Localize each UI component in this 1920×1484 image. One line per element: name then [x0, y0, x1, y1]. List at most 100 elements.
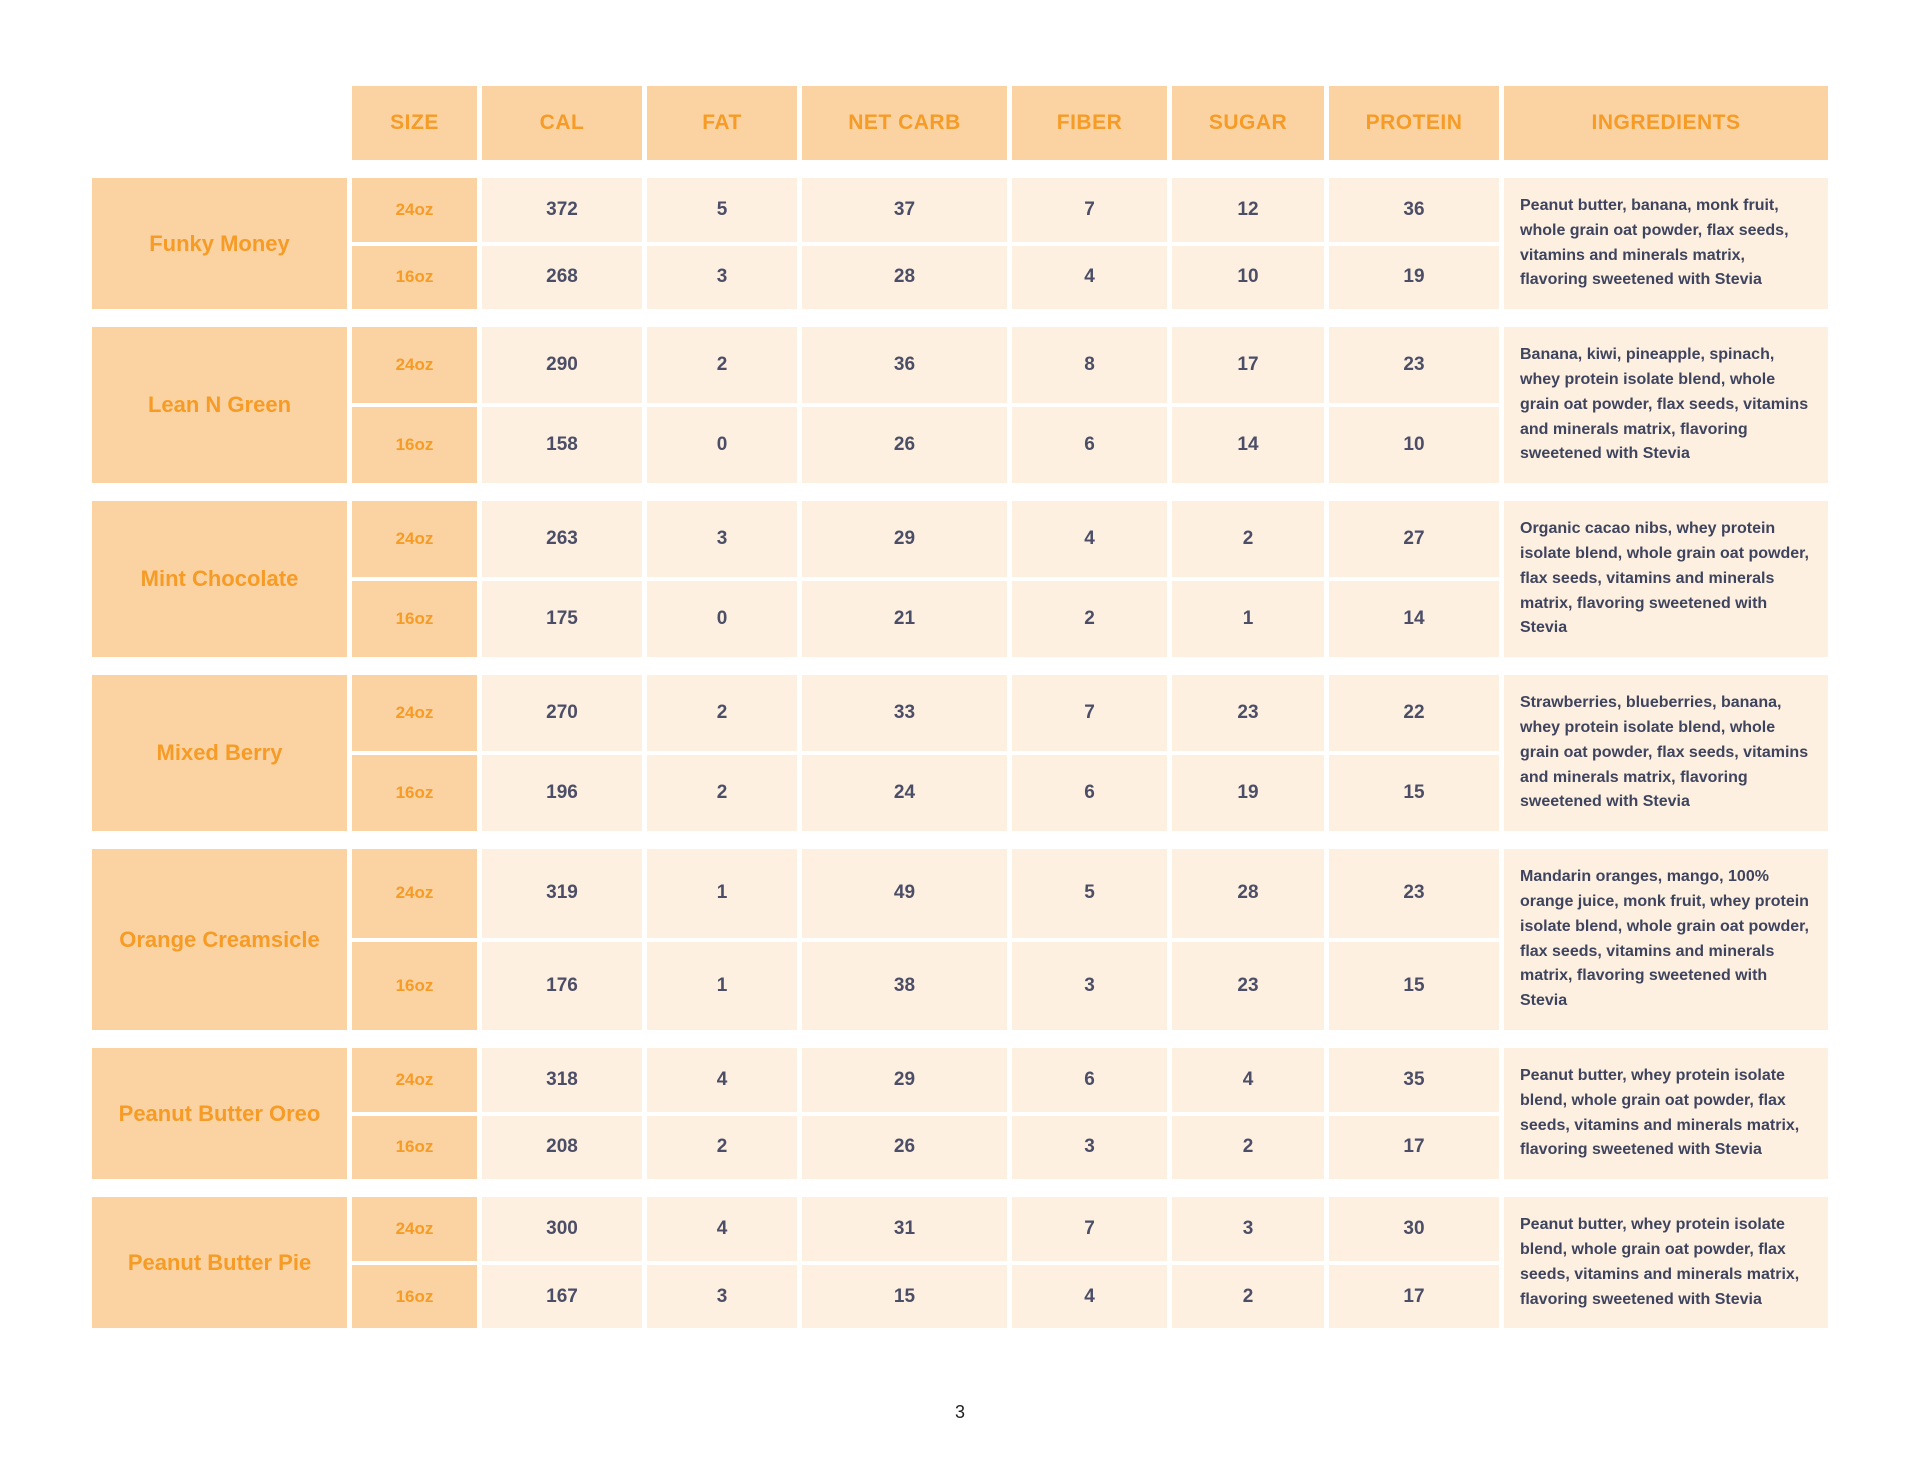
- product-row-peanut-butter-oreo: Peanut Butter Oreo 24oz 318 4 29 6 4 35 …: [92, 1047, 1828, 1180]
- net-carb-value: 15: [802, 1264, 1007, 1329]
- cal-value: 158: [482, 407, 642, 484]
- net-carb-value: 37: [802, 178, 1007, 242]
- fat-value: 3: [647, 501, 797, 578]
- cal-value: 167: [482, 1264, 642, 1329]
- nutrition-table: SIZE CAL FAT NET CARB FIBER SUGAR PROTEI…: [92, 86, 1828, 1346]
- column-header-sugar: SUGAR: [1172, 86, 1324, 160]
- product-name: Funky Money: [92, 178, 347, 310]
- net-carb-value: 33: [802, 675, 1007, 752]
- product-name: Mixed Berry: [92, 675, 347, 832]
- net-carb-value: 36: [802, 327, 1007, 404]
- page-number: 3: [954, 1402, 965, 1422]
- fiber-value: 3: [1012, 941, 1167, 1030]
- fat-value: 4: [647, 1047, 797, 1112]
- fat-value: 2: [647, 755, 797, 832]
- protein-value: 27: [1329, 501, 1499, 578]
- protein-value: 19: [1329, 245, 1499, 310]
- fiber-value: 7: [1012, 675, 1167, 752]
- cal-value: 208: [482, 1115, 642, 1180]
- ingredients-text: Mandarin oranges, mango, 100% orange jui…: [1504, 849, 1828, 1030]
- size-label: 24oz: [352, 1047, 477, 1112]
- fat-value: 1: [647, 849, 797, 938]
- fiber-value: 4: [1012, 245, 1167, 310]
- net-carb-value: 38: [802, 941, 1007, 1030]
- size-label: 16oz: [352, 941, 477, 1030]
- sugar-value: 2: [1172, 501, 1324, 578]
- protein-value: 35: [1329, 1047, 1499, 1112]
- column-header-size: SIZE: [352, 86, 477, 160]
- net-carb-value: 31: [802, 1197, 1007, 1261]
- sugar-value: 19: [1172, 755, 1324, 832]
- protein-value: 23: [1329, 327, 1499, 404]
- column-header-cal: CAL: [482, 86, 642, 160]
- fat-value: 3: [647, 245, 797, 310]
- fiber-value: 3: [1012, 1115, 1167, 1180]
- fat-value: 3: [647, 1264, 797, 1329]
- product-name: Lean N Green: [92, 327, 347, 484]
- product-row-peanut-butter-pie: Peanut Butter Pie 24oz 300 4 31 7 3 30 1…: [92, 1197, 1828, 1329]
- cal-value: 372: [482, 178, 642, 242]
- size-label: 16oz: [352, 581, 477, 658]
- sugar-value: 23: [1172, 941, 1324, 1030]
- ingredients-text: Peanut butter, whey protein isolate blen…: [1504, 1047, 1828, 1180]
- fat-value: 0: [647, 407, 797, 484]
- size-label: 16oz: [352, 1115, 477, 1180]
- column-header-fat: FAT: [647, 86, 797, 160]
- product-row-lean-n-green: Lean N Green 24oz 290 2 36 8 17 23 16oz …: [92, 327, 1828, 484]
- net-carb-value: 21: [802, 581, 1007, 658]
- protein-value: 17: [1329, 1115, 1499, 1180]
- column-header-fiber: FIBER: [1012, 86, 1167, 160]
- table-header-row: SIZE CAL FAT NET CARB FIBER SUGAR PROTEI…: [92, 86, 1828, 160]
- sugar-value: 14: [1172, 407, 1324, 484]
- sugar-value: 3: [1172, 1197, 1324, 1261]
- sugar-value: 1: [1172, 581, 1324, 658]
- product-name: Peanut Butter Oreo: [92, 1047, 347, 1180]
- cal-value: 263: [482, 501, 642, 578]
- fat-value: 2: [647, 327, 797, 404]
- size-label: 24oz: [352, 849, 477, 938]
- cal-value: 268: [482, 245, 642, 310]
- protein-value: 23: [1329, 849, 1499, 938]
- fiber-value: 4: [1012, 1264, 1167, 1329]
- size-label: 16oz: [352, 407, 477, 484]
- column-header-protein: PROTEIN: [1329, 86, 1499, 160]
- product-row-funky-money: Funky Money 24oz 372 5 37 7 12 36 16oz 2…: [92, 178, 1828, 310]
- protein-value: 10: [1329, 407, 1499, 484]
- size-label: 24oz: [352, 1197, 477, 1261]
- fiber-value: 6: [1012, 755, 1167, 832]
- ingredients-text: Organic cacao nibs, whey protein isolate…: [1504, 501, 1828, 658]
- fat-value: 2: [647, 1115, 797, 1180]
- cal-value: 176: [482, 941, 642, 1030]
- fat-value: 1: [647, 941, 797, 1030]
- sugar-value: 2: [1172, 1264, 1324, 1329]
- cal-value: 300: [482, 1197, 642, 1261]
- size-label: 16oz: [352, 755, 477, 832]
- product-row-orange-creamsicle: Orange Creamsicle 24oz 319 1 49 5 28 23 …: [92, 849, 1828, 1030]
- column-header-ingredients: INGREDIENTS: [1504, 86, 1828, 160]
- fiber-value: 8: [1012, 327, 1167, 404]
- product-name: Orange Creamsicle: [92, 849, 347, 1030]
- ingredients-text: Peanut butter, whey protein isolate blen…: [1504, 1197, 1828, 1329]
- fat-value: 0: [647, 581, 797, 658]
- protein-value: 36: [1329, 178, 1499, 242]
- fiber-value: 6: [1012, 1047, 1167, 1112]
- fiber-value: 7: [1012, 1197, 1167, 1261]
- protein-value: 22: [1329, 675, 1499, 752]
- sugar-value: 17: [1172, 327, 1324, 404]
- fat-value: 5: [647, 178, 797, 242]
- size-label: 24oz: [352, 327, 477, 404]
- sugar-value: 28: [1172, 849, 1324, 938]
- protein-value: 30: [1329, 1197, 1499, 1261]
- net-carb-value: 29: [802, 1047, 1007, 1112]
- sugar-value: 4: [1172, 1047, 1324, 1112]
- cal-value: 290: [482, 327, 642, 404]
- product-name: Peanut Butter Pie: [92, 1197, 347, 1329]
- column-header-net-carb: NET CARB: [802, 86, 1007, 160]
- fiber-value: 5: [1012, 849, 1167, 938]
- fiber-value: 6: [1012, 407, 1167, 484]
- cal-value: 175: [482, 581, 642, 658]
- fiber-value: 4: [1012, 501, 1167, 578]
- cal-value: 319: [482, 849, 642, 938]
- cal-value: 196: [482, 755, 642, 832]
- net-carb-value: 28: [802, 245, 1007, 310]
